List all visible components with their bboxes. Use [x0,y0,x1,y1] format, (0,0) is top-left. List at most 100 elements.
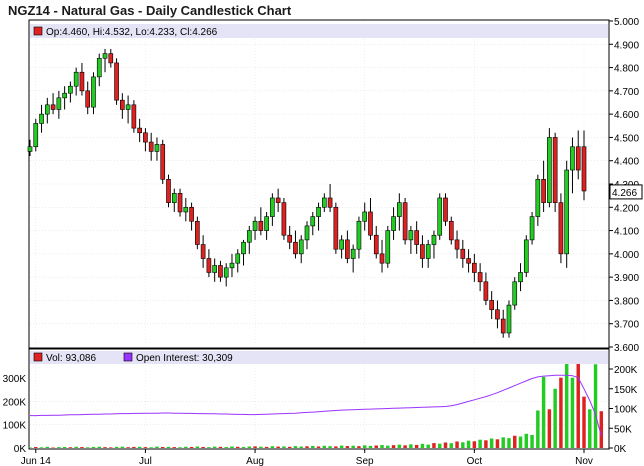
candle-up [62,92,67,99]
volume-bar [316,446,321,448]
candle-up [397,202,402,217]
candle-up [252,220,258,231]
candle-up [529,216,535,241]
x-tick-label: Oct [467,456,483,466]
volume-bar [368,445,373,448]
volume-bar [478,439,482,448]
price-tick-label: 4.100 [614,227,639,238]
volume-bar [62,446,67,448]
volume-bar [236,446,240,448]
volume-bar [189,446,194,448]
chart-title: NGZ14 - Natural Gas - Daily Candlestick … [8,3,292,18]
volume-legend-swatch [33,352,43,362]
volume-bar [380,444,384,448]
x-tick-label: Jul [139,456,152,466]
candle-up [316,206,321,217]
volume-bar [97,446,101,448]
candle-down [200,244,206,259]
volume-bar [489,438,494,448]
candle-up [212,265,217,273]
candle-down [143,132,148,143]
volume-bar [74,446,78,448]
ohlc-legend-swatch [33,26,43,36]
candle-up [431,234,437,245]
volume-tick-label-left: 200K [3,397,27,408]
candle-down [483,281,489,301]
volume-bar [172,447,177,448]
candle-down [466,258,471,264]
volume-bar [536,410,540,448]
candle-down [275,197,281,203]
candle-down [137,127,142,134]
volume-bar [426,444,430,448]
candle-down [345,239,350,259]
candle-up [437,197,443,236]
volume-bar [218,446,223,448]
candle-up [506,304,512,334]
candle-down [420,244,425,259]
volume-bar [57,447,61,448]
volume-bar [420,443,425,448]
price-grid [30,21,608,347]
volume-tick-label-right: 50K [614,424,632,435]
volume-bar [126,447,130,448]
candle-up [408,230,414,241]
volume-bar [51,447,55,449]
volume-bar [391,445,396,448]
volume-bar [501,437,505,448]
volume-bar [143,447,148,448]
open-interest-line-group [30,374,602,437]
candle-down [189,206,194,222]
volume-bar [91,446,96,448]
volume-legend-text: Vol: 93,086 [46,353,96,364]
candle-down [281,202,287,236]
volume-bar [472,441,477,448]
volume-bar [524,433,529,448]
volume-y-axis-right: 200K 150K 100K 50K 0K [609,365,638,455]
volume-bar [264,446,269,448]
candle-up [518,272,523,283]
candle-down [379,253,385,264]
volume-bar [28,447,32,448]
volume-bar [345,446,350,448]
candle-up [570,146,575,171]
candle-up [512,281,518,306]
candle-down [85,90,91,108]
price-tick-label: 4.800 [614,64,639,75]
candle-down [489,300,494,311]
candle-up [102,53,108,59]
volume-bar [178,447,182,448]
volume-bar [230,446,234,448]
volume-tick-label-left: 0K [14,444,27,455]
candle-down [552,137,558,203]
volume-bar [582,396,586,448]
volume-bar [207,447,211,448]
candle-up [73,71,79,87]
candle-down [472,262,477,273]
candle-up [91,76,96,108]
volume-bar [530,434,534,448]
candle-down [166,179,171,203]
candle-down [131,104,137,129]
candle-up [183,206,189,213]
price-tick-label: 4.700 [614,87,639,98]
volume-bar [547,409,552,448]
candle-up [56,97,62,110]
candle-up [523,239,529,273]
volume-bar [559,377,563,448]
candle-up [246,230,252,243]
volume-bar [282,446,286,448]
candle-down [293,241,298,255]
volume-bar [593,364,598,448]
candle-up [535,179,541,217]
volume-legend-bar [30,351,608,364]
volume-bar [397,444,402,448]
candle-down [368,211,373,236]
candle-up [310,216,316,227]
price-tick-label: 5.000 [614,17,639,28]
price-tick-label: 4.900 [614,40,639,51]
candle-up [547,137,552,203]
candle-up [44,104,50,115]
volume-bar [386,445,390,448]
